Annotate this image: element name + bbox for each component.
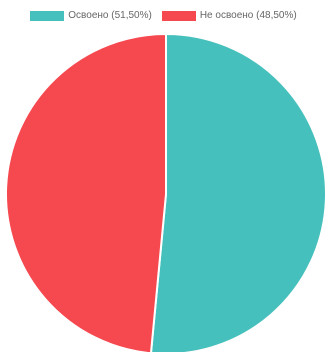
legend-label-osvoeno: Освоено (51,50%) (68, 10, 152, 21)
legend-label-ne-osvoeno: Не освоено (48,50%) (199, 10, 297, 21)
legend-item-ne-osvoeno[interactable]: Не освоено (48,50%) (161, 10, 297, 22)
legend-swatch-osvoeno (30, 11, 65, 21)
pie-slice-ne-osvoeno[interactable] (5, 32, 167, 352)
pie-slice-osvoeno[interactable] (150, 32, 327, 352)
legend-item-osvoeno[interactable]: Освоено (51,50%) (30, 10, 152, 22)
chart-legend: Освоено (51,50%) Не освоено (48,50%) (0, 10, 327, 22)
legend-swatch-ne-osvoeno (161, 11, 196, 21)
